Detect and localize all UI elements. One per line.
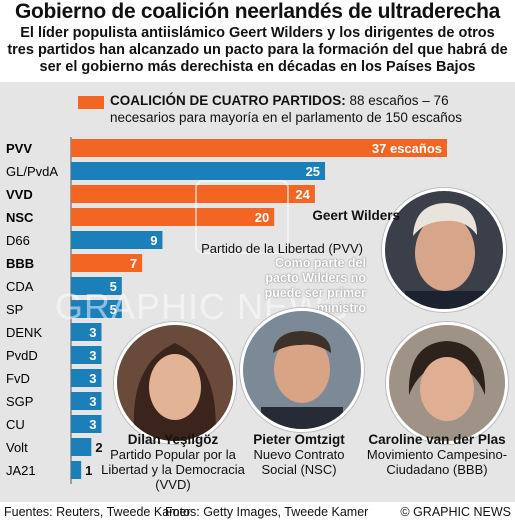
category-label: CU [6,417,25,432]
category-label: FvD [6,371,30,386]
yesilgoz-caption: Dilan Yeşilgöz Partido Popular por la Li… [98,432,248,492]
value-label: 3 [89,348,96,363]
value-label: 9 [150,233,157,248]
bar-volt [71,438,92,456]
bar-nsc [71,208,275,226]
wilders-photo [382,188,506,312]
omtzigt-name: Pieter Omtzigt [253,432,345,447]
value-label: 3 [89,417,96,432]
bar-fvd [71,369,102,387]
value-label: 24 [295,187,310,202]
bar-cu [71,415,102,433]
chart-subtitle: El líder populista antiislámico Geert Wi… [7,25,508,75]
footer-sources: Fuentes: Reuters, Tweede Kamer [4,505,191,519]
category-label: DENK [6,325,42,340]
wilders-note: Como parte del pacto Wilders no puede se… [264,256,366,315]
coalition-legend: COALICIÓN DE CUATRO PARTIDOS: 88 escaños… [110,92,510,126]
bar-ja21 [71,461,82,479]
category-label: NSC [6,210,34,225]
vanderplas-party: Movimiento Campesino-Ciudadano (BBB) [366,447,508,477]
wilders-party: Partido de la Libertad (PVV) [201,241,363,256]
bar-cda [71,277,122,295]
bar-pvv [71,139,447,157]
yesilgoz-name: Dilan Yeşilgöz [127,432,219,447]
category-label: VVD [6,187,33,202]
value-label: 3 [89,394,96,409]
value-label: 37 escaños [372,141,442,156]
category-label: SGP [6,394,33,409]
bar-denk [71,323,102,341]
bar-vvd [71,185,315,203]
category-label: D66 [6,233,30,248]
value-label: 5 [110,279,117,294]
value-label: 3 [89,325,96,340]
category-label: CDA [6,279,34,294]
wilders-name: Geert Wilders [312,208,400,223]
footer-photos: Fotos: Getty Images, Tweede Kamer [165,505,369,519]
value-label: 25 [306,164,320,179]
footer-credit: © GRAPHIC NEWS [400,505,511,519]
omtzigt-party: Nuevo Contrato Social (NSC) [253,447,345,477]
value-label: 7 [130,256,137,271]
coalition-legend-swatch [78,96,104,109]
value-label: 20 [255,210,269,225]
omtzigt-photo [240,308,364,432]
category-label: SP [6,302,23,317]
bar-sp [71,300,122,318]
category-label: GL/PvdA [6,164,58,179]
yesilgoz-party: Partido Popular por la Libertad y la Dem… [101,447,245,492]
wilders-name-block: Geert Wilders [310,208,400,223]
coalition-legend-label: COALICIÓN DE CUATRO PARTIDOS: [110,93,346,108]
vanderplas-name: Caroline van der Plas [368,432,506,447]
omtzigt-caption: Pieter Omtzigt Nuevo Contrato Social (NS… [236,432,362,477]
bar-d66 [71,231,163,249]
bar-pvdd [71,346,102,364]
coalition-legend-text: 88 escaños – 76 necesarios para mayoría … [110,93,462,125]
vanderplas-caption: Caroline van der Plas Movimiento Campesi… [362,432,512,477]
value-label: 3 [89,371,96,386]
value-label: 5 [110,302,117,317]
bar-bbb [71,254,143,272]
chart-title: Gobierno de coalición neerlandés de ultr… [14,0,501,23]
value-label: 2 [95,440,102,455]
vanderplas-photo [386,322,508,444]
yesilgoz-photo [114,322,236,444]
value-label: 1 [85,463,92,478]
bar-glpvda [71,162,326,180]
watermark-logo [195,180,289,254]
category-label: PvdD [6,348,38,363]
bar-sgp [71,392,102,410]
category-label: JA21 [6,463,36,478]
category-label: BBB [6,256,34,271]
category-label: PVV [6,141,32,156]
category-label: Volt [6,440,28,455]
